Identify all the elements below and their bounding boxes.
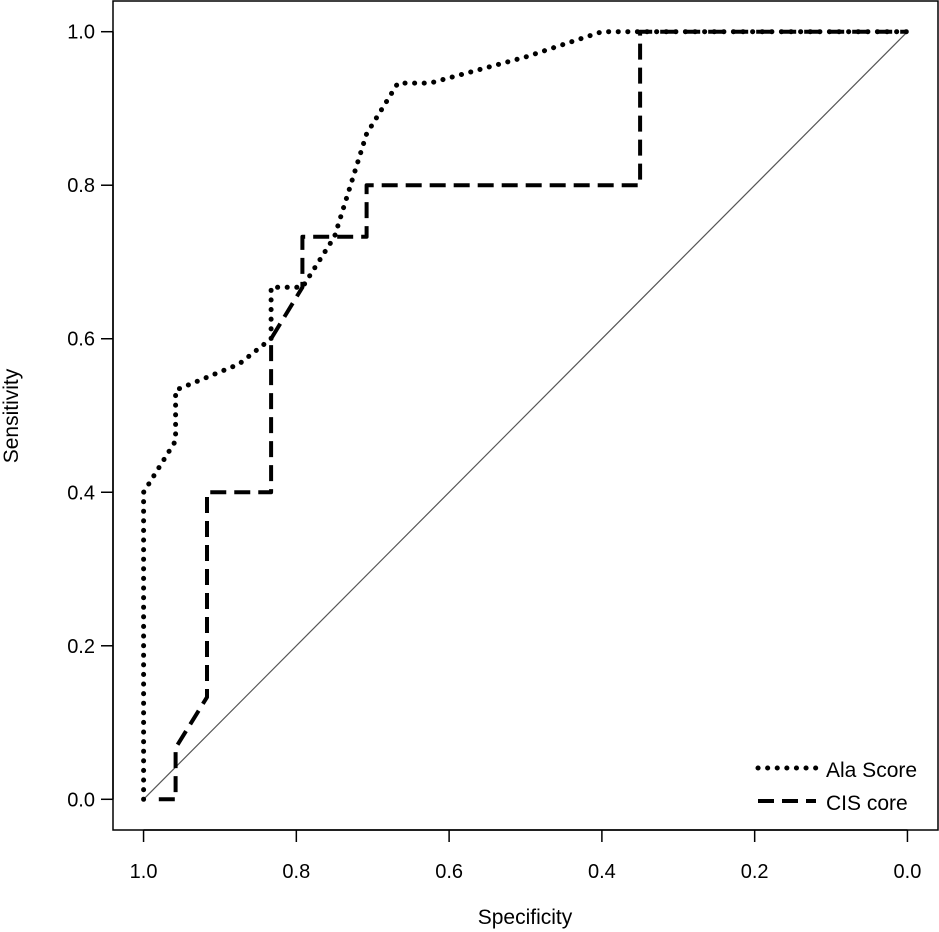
x-tick-label: 0.6 — [435, 861, 463, 883]
series-lines — [141, 29, 910, 802]
x-tick-label: 0.8 — [282, 861, 310, 883]
reference-line — [143, 31, 908, 800]
x-axis-title: Specificity — [478, 906, 573, 929]
reference-diagonal — [143, 31, 908, 800]
legend-label-cis-core: CIS core — [826, 792, 908, 815]
y-tick-label: 0.2 — [67, 636, 95, 658]
x-tick-label: 0.0 — [894, 861, 922, 883]
legend-label-ala-score: Ala Score — [826, 759, 917, 782]
x-axis: 1.0 0.8 0.6 0.4 0.2 0.0 — [130, 829, 922, 883]
y-tick-label: 0.0 — [67, 789, 95, 811]
y-axis: 0.0 0.2 0.4 0.6 0.8 1.0 — [67, 22, 114, 811]
x-tick-label: 1.0 — [130, 861, 158, 883]
x-tick-label: 0.2 — [741, 861, 769, 883]
x-tick-label: 0.4 — [588, 861, 616, 883]
y-tick-label: 1.0 — [67, 22, 95, 44]
legend: Ala Score CIS core — [755, 759, 917, 815]
y-tick-label: 0.6 — [67, 329, 95, 351]
series-line-cis-core — [158, 29, 908, 802]
y-axis-title: Sensitivity — [0, 368, 23, 463]
y-tick-label: 0.4 — [67, 482, 95, 504]
series-line-ala-score — [141, 29, 910, 802]
y-tick-label: 0.8 — [67, 175, 95, 197]
